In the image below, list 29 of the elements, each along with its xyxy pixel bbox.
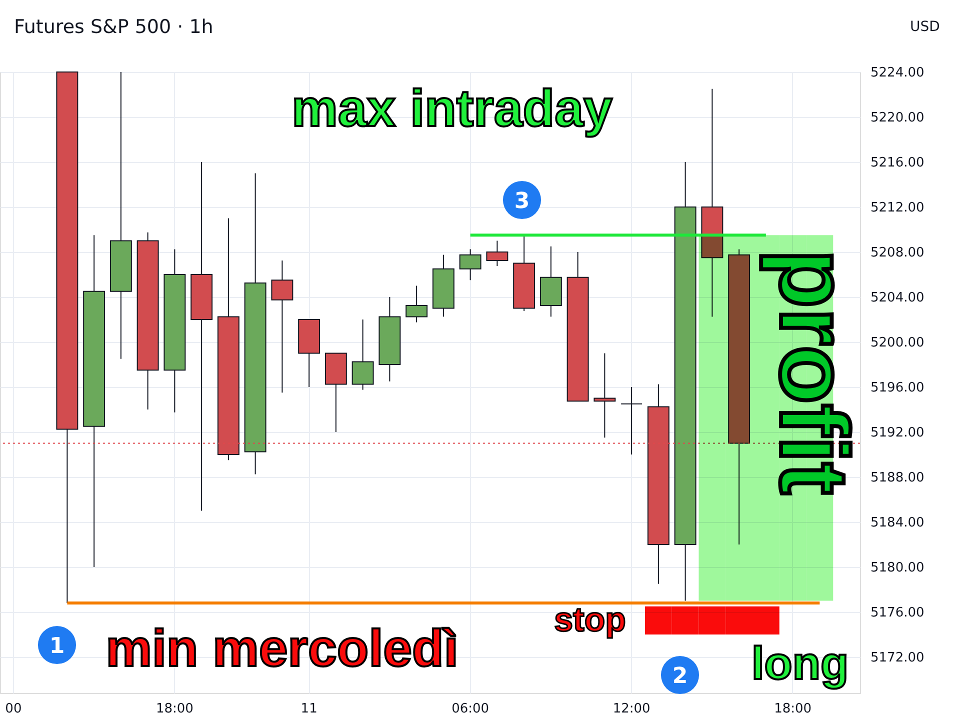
annotation: stop [554, 601, 626, 639]
y-tick-label: 5172.00 [870, 650, 924, 666]
y-tick-label: 5212.00 [870, 200, 924, 216]
y-tick-label: 5176.00 [870, 606, 924, 620]
y-tick-label: 5192.00 [870, 426, 924, 440]
y-tick-label: 5216.00 [870, 156, 924, 170]
text: USD [910, 19, 940, 35]
y-tick-label: 5224.00 [870, 66, 924, 80]
chart-title: Futures S&P 500 · 1h [14, 16, 214, 38]
annotation: long [751, 637, 849, 689]
annotation: max intraday [292, 80, 612, 138]
annotation: 3 [514, 189, 530, 214]
x-tick-label: 06:00 [452, 702, 490, 716]
x-tick-label: 18:00 [774, 702, 812, 716]
y-tick-label: 5196.00 [870, 380, 924, 396]
y-tick-label: 5184.00 [870, 516, 924, 530]
annotation: min mercoledì [106, 620, 458, 678]
y-tick-label: 5220.00 [870, 110, 924, 126]
y-tick-label: 5180.00 [870, 560, 924, 576]
annotation: 1 [49, 634, 65, 659]
x-tick-label: 18:00 [156, 702, 194, 716]
y-tick-label: 5188.00 [870, 470, 924, 486]
y-tick-label: 5204.00 [870, 290, 924, 306]
x-tick-label: 00 [5, 702, 22, 716]
y-tick-label: 5200.00 [870, 336, 924, 350]
y-tick-label: 5208.00 [870, 246, 924, 260]
x-tick-label: 11 [300, 702, 318, 716]
x-tick-label: 12:00 [612, 702, 650, 716]
annotation: 2 [672, 664, 688, 689]
